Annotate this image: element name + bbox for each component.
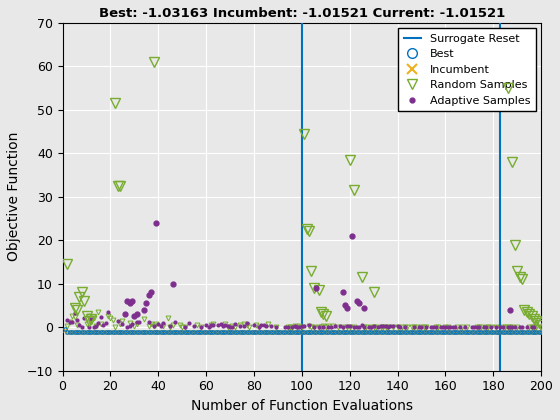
Y-axis label: Objective Function: Objective Function: [7, 132, 21, 261]
X-axis label: Number of Function Evaluations: Number of Function Evaluations: [191, 399, 413, 413]
Title: Best: -1.03163 Incumbent: -1.01521 Current: -1.01521: Best: -1.03163 Incumbent: -1.01521 Curre…: [99, 7, 505, 20]
Legend: Surrogate Reset, Best, Incumbent, Random Samples, Adaptive Samples: Surrogate Reset, Best, Incumbent, Random…: [398, 28, 535, 111]
